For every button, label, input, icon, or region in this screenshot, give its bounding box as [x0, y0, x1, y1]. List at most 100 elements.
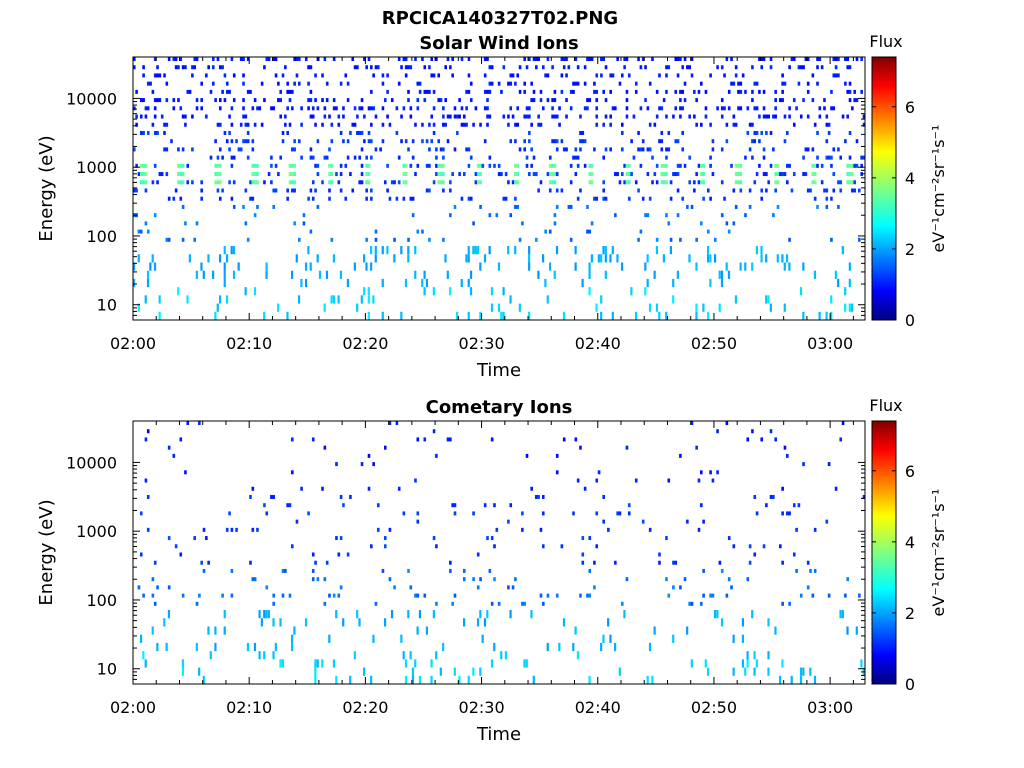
flux-cell — [625, 172, 629, 177]
flux-cell — [593, 147, 596, 152]
flux-cell — [174, 65, 178, 70]
flux-cell — [365, 188, 368, 193]
flux-cell — [474, 180, 478, 185]
colorbar-tick-label: 2 — [905, 240, 915, 259]
flux-cell — [588, 172, 592, 177]
flux-cell — [574, 246, 577, 255]
flux-cell — [634, 180, 638, 185]
flux-cell — [514, 204, 517, 209]
flux-cell — [558, 642, 561, 652]
flux-cell — [586, 229, 589, 234]
flux-cell — [655, 180, 659, 185]
flux-cell — [537, 270, 540, 279]
flux-cell — [660, 163, 664, 168]
flux-cell — [767, 180, 770, 185]
flux-cell — [198, 593, 201, 598]
flux-cell — [144, 106, 148, 111]
flux-cell — [711, 478, 715, 483]
flux-cell — [277, 98, 280, 103]
flux-cell — [228, 511, 231, 516]
flux-cell — [588, 57, 592, 61]
flux-cell — [442, 163, 445, 168]
flux-cell — [713, 610, 717, 619]
flux-cell — [432, 106, 436, 111]
flux-cell — [604, 147, 608, 152]
flux-cell — [748, 188, 752, 193]
flux-cell — [314, 659, 317, 668]
flux-cell — [827, 130, 831, 135]
flux-cell — [704, 114, 708, 119]
flux-cell — [820, 163, 824, 168]
flux-cell — [311, 155, 315, 160]
flux-cell — [474, 246, 477, 255]
flux-cell — [706, 188, 710, 193]
flux-cell — [655, 89, 659, 94]
flux-cell — [367, 139, 371, 144]
flux-cell — [711, 147, 715, 152]
flux-cell — [720, 65, 724, 70]
flux-cell — [528, 246, 531, 255]
flux-cell — [679, 106, 682, 111]
flux-cell — [806, 147, 810, 152]
flux-cell — [281, 568, 285, 573]
flux-cell — [370, 675, 373, 684]
flux-cell — [748, 122, 752, 127]
flux-cell — [321, 122, 324, 127]
flux-cell — [541, 494, 545, 499]
flux-cell — [830, 163, 833, 168]
flux-cell — [177, 172, 180, 177]
flux-cell — [667, 221, 671, 226]
flux-cell — [581, 130, 585, 135]
flux-cell — [655, 246, 659, 255]
flux-cell — [458, 172, 461, 177]
flux-cell — [242, 57, 245, 61]
flux-cell — [600, 642, 603, 652]
flux-cell — [488, 89, 492, 94]
flux-cell — [230, 122, 234, 127]
flux-cell — [462, 114, 466, 119]
flux-cell — [388, 122, 392, 127]
flux-cell — [309, 147, 313, 152]
flux-cell — [514, 172, 517, 177]
flux-cell — [602, 196, 606, 201]
flux-cell — [595, 114, 599, 119]
flux-cell — [142, 130, 145, 135]
flux-cell — [370, 122, 373, 127]
flux-cell — [732, 667, 735, 676]
flux-cell — [191, 114, 194, 119]
flux-cell — [425, 163, 429, 168]
flux-cell — [156, 180, 159, 185]
flux-cell — [509, 81, 513, 86]
flux-cell — [695, 172, 698, 177]
flux-cell — [555, 470, 559, 475]
flux-cell — [160, 172, 164, 177]
flux-cell — [156, 65, 159, 70]
flux-cell — [465, 122, 468, 127]
flux-cell — [555, 172, 559, 177]
flux-cell — [665, 213, 668, 218]
flux-cell — [572, 511, 575, 516]
flux-cell — [330, 295, 333, 304]
flux-cell — [158, 172, 162, 177]
flux-cell — [335, 610, 338, 619]
flux-cell — [367, 130, 371, 135]
flux-cell — [646, 675, 649, 684]
flux-cell — [469, 270, 473, 279]
flux-cell — [593, 81, 596, 86]
flux-cell — [216, 303, 219, 312]
flux-cell — [291, 106, 294, 111]
flux-cell — [753, 651, 756, 660]
flux-cell — [530, 486, 533, 491]
flux-cell — [365, 155, 368, 160]
flux-cell — [486, 98, 489, 103]
flux-cell — [544, 229, 547, 234]
flux-cell — [297, 295, 301, 304]
flux-cell — [700, 122, 703, 127]
flux-cell — [806, 188, 810, 193]
flux-cell — [462, 122, 466, 127]
flux-cell — [432, 610, 435, 619]
flux-cell — [458, 114, 461, 119]
flux-cell — [604, 196, 608, 201]
flux-cell — [428, 122, 431, 127]
y-tick-label: 100 — [86, 591, 117, 610]
